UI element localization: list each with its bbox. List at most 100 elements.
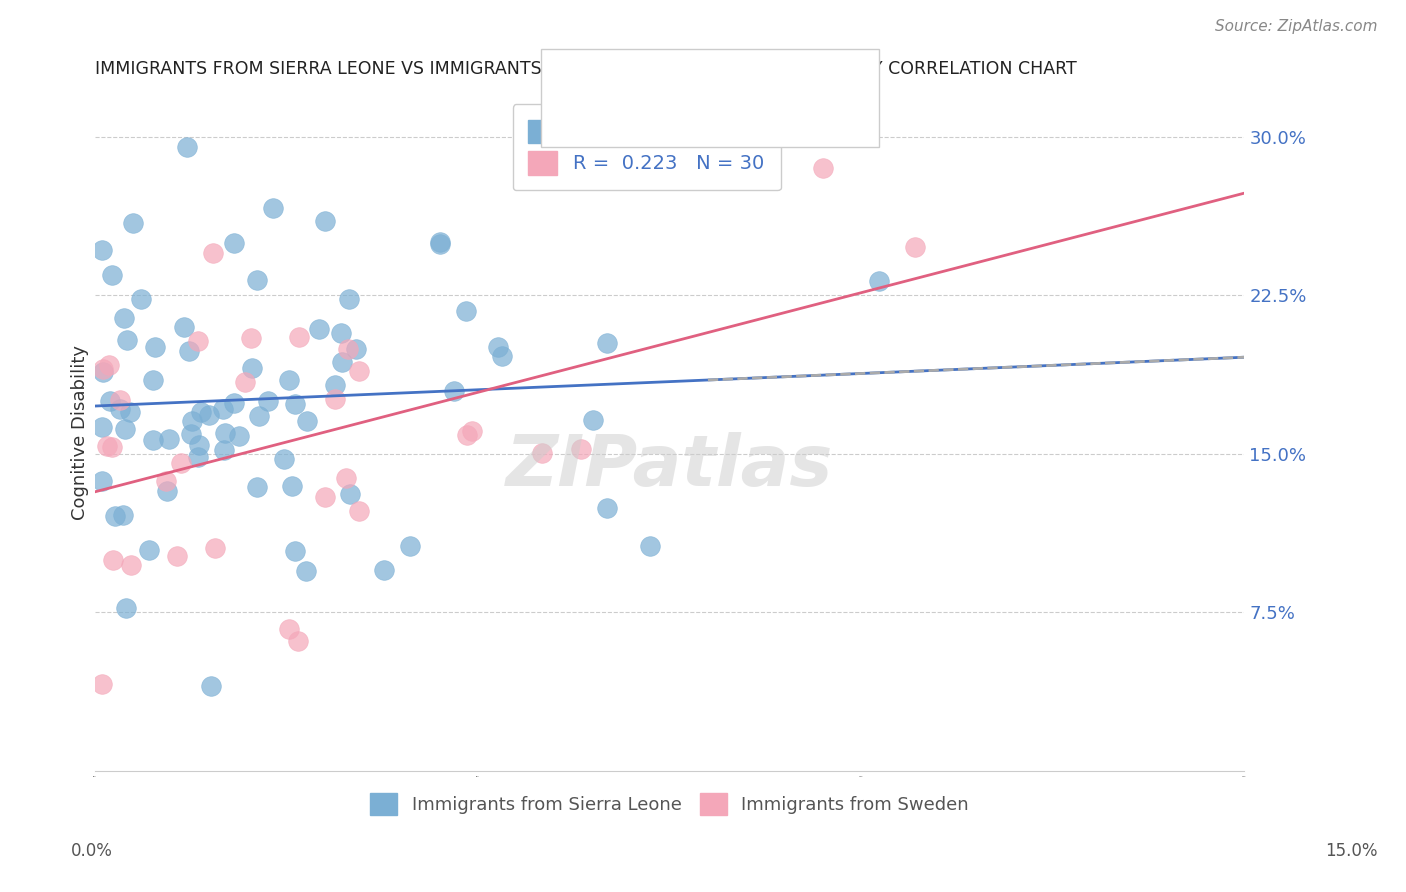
Point [460,425,482,439]
Point [212,402,235,417]
Point [330,326,353,340]
Point [811,161,834,176]
Point [129,292,152,306]
Point [91,677,114,691]
Point [176,140,198,154]
Point [349,504,371,518]
Point [287,634,309,648]
Point [344,342,367,356]
Point [173,319,195,334]
Point [281,479,304,493]
Point [582,412,605,426]
Point [277,373,299,387]
Point [108,401,131,416]
Point [180,426,202,441]
Point [91,420,114,434]
Point [198,409,221,423]
Point [308,321,330,335]
Point [114,422,136,436]
Point [97,358,120,372]
Point [347,364,370,378]
Point [104,509,127,524]
Point [904,240,927,254]
Point [273,451,295,466]
Point [212,442,235,457]
Point [278,622,301,636]
Point [569,442,592,456]
Point [115,333,138,347]
Point [488,340,510,354]
Point [429,237,451,252]
Point [177,343,200,358]
Point [429,235,451,250]
Point [143,340,166,354]
Point [339,487,361,501]
Text: Source: ZipAtlas.com: Source: ZipAtlas.com [1215,20,1378,34]
Text: 0.0%: 0.0% [70,842,112,860]
Point [295,564,318,578]
Point [111,508,134,522]
Point [284,544,307,558]
Point [222,236,245,251]
Point [202,245,225,260]
Point [335,471,357,485]
Point [262,201,284,215]
Point [456,428,478,442]
Point [91,365,114,379]
Point [239,331,262,345]
Point [373,564,395,578]
Point [257,393,280,408]
Point [330,355,353,369]
Point [187,437,209,451]
Point [98,394,121,409]
Point [336,342,359,356]
Point [200,679,222,693]
Point [166,549,188,563]
Point [233,376,256,390]
Point [283,397,305,411]
Point [115,601,138,615]
Point [638,539,661,553]
Point [120,558,142,572]
Point [247,409,270,423]
Point [170,456,193,470]
Point [399,539,422,553]
Point [190,405,212,419]
Point [96,439,118,453]
Point [323,377,346,392]
Point [530,446,553,460]
Point [187,450,209,464]
Point [325,392,347,407]
Point [91,361,114,376]
Text: 15.0%: 15.0% [1326,842,1378,860]
Point [142,373,165,387]
Point [288,329,311,343]
Point [246,273,269,287]
Point [595,501,617,516]
Point [156,483,179,498]
Point [155,474,177,488]
Point [228,429,250,443]
Point [314,214,336,228]
Text: ZIPatlas: ZIPatlas [506,432,834,501]
Point [491,349,513,363]
Point [112,311,135,326]
Point [187,334,209,349]
Point [337,292,360,306]
Text: IMMIGRANTS FROM SIERRA LEONE VS IMMIGRANTS FROM SWEDEN COGNITIVE DISABILITY CORR: IMMIGRANTS FROM SIERRA LEONE VS IMMIGRAN… [94,60,1077,78]
Point [118,404,141,418]
Point [91,243,114,257]
Point [222,395,245,409]
Point [103,553,125,567]
Point [246,480,269,494]
Point [101,268,124,283]
Point [180,414,202,428]
Point [242,361,264,376]
Point [108,392,131,407]
Point [314,491,336,505]
Point [214,425,236,440]
Point [868,274,890,288]
Point [596,335,619,350]
Point [142,433,165,447]
Point [443,384,465,398]
